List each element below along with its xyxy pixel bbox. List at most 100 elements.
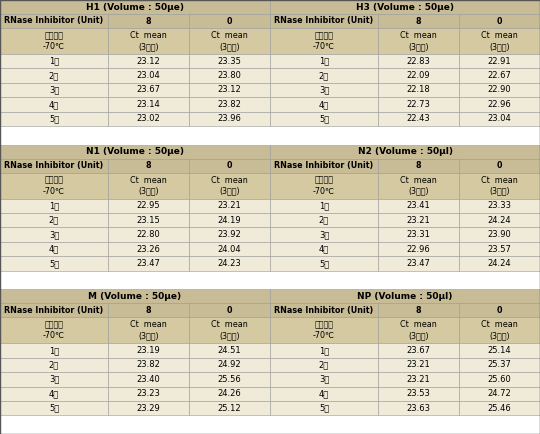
Bar xyxy=(270,83,378,97)
Bar xyxy=(108,303,189,317)
Bar xyxy=(189,358,270,372)
Bar xyxy=(378,97,459,112)
Bar xyxy=(270,387,378,401)
Text: 1회: 1회 xyxy=(49,201,59,210)
Text: 25.46: 25.46 xyxy=(488,404,511,413)
Bar xyxy=(189,14,270,28)
Bar xyxy=(189,242,270,256)
Bar xyxy=(189,83,270,97)
Text: 1회: 1회 xyxy=(49,57,59,66)
Text: 25.60: 25.60 xyxy=(488,375,511,384)
Bar xyxy=(270,0,540,14)
Bar xyxy=(378,303,459,317)
Text: Ct  mean
(3반복): Ct mean (3반복) xyxy=(400,176,437,196)
Text: 8: 8 xyxy=(146,16,151,26)
Text: 23.12: 23.12 xyxy=(137,57,160,66)
Bar xyxy=(0,14,108,28)
Bar xyxy=(378,242,459,256)
Bar xyxy=(0,173,108,199)
Text: 23.47: 23.47 xyxy=(137,259,160,268)
Bar xyxy=(189,256,270,271)
Text: 23.90: 23.90 xyxy=(488,230,511,239)
Text: 22.80: 22.80 xyxy=(137,230,160,239)
Text: Ct  mean
(3반복): Ct mean (3반복) xyxy=(481,320,518,340)
Bar xyxy=(459,83,540,97)
Bar xyxy=(459,69,540,83)
Bar xyxy=(0,28,108,54)
Text: 23.21: 23.21 xyxy=(407,360,430,369)
Bar xyxy=(459,213,540,227)
Text: 0: 0 xyxy=(227,306,232,315)
Text: RNase Inhibitor (Unit): RNase Inhibitor (Unit) xyxy=(4,16,104,26)
Text: 3회: 3회 xyxy=(49,230,59,239)
Bar xyxy=(378,54,459,69)
Bar xyxy=(189,54,270,69)
Bar xyxy=(378,28,459,54)
Text: 5회: 5회 xyxy=(319,404,329,413)
Text: 3회: 3회 xyxy=(49,85,59,95)
Text: 2회: 2회 xyxy=(319,360,329,369)
Bar xyxy=(108,317,189,343)
Bar xyxy=(270,173,378,199)
Bar xyxy=(0,227,108,242)
Text: 23.63: 23.63 xyxy=(407,404,430,413)
Text: Ct  mean
(3반복): Ct mean (3반복) xyxy=(211,320,248,340)
Bar xyxy=(378,343,459,358)
Text: 8: 8 xyxy=(146,161,151,170)
Bar xyxy=(459,173,540,199)
Bar xyxy=(378,83,459,97)
Text: 2회: 2회 xyxy=(319,216,329,225)
Text: 3회: 3회 xyxy=(319,85,329,95)
Bar xyxy=(108,112,189,126)
Bar xyxy=(0,256,108,271)
Text: 5회: 5회 xyxy=(49,259,59,268)
Text: 8: 8 xyxy=(416,16,421,26)
Text: 0: 0 xyxy=(227,161,232,170)
Bar xyxy=(189,28,270,54)
Text: Ct  mean
(3반복): Ct mean (3반복) xyxy=(130,320,167,340)
Text: 보관온도
-70℃: 보관온도 -70℃ xyxy=(43,176,65,196)
Bar xyxy=(189,401,270,415)
Text: 22.96: 22.96 xyxy=(488,100,511,109)
Bar xyxy=(270,401,378,415)
Text: 22.96: 22.96 xyxy=(407,245,430,253)
Text: 23.57: 23.57 xyxy=(488,245,511,253)
Text: H3 (Volume : 50μe): H3 (Volume : 50μe) xyxy=(356,3,454,11)
Text: RNase Inhibitor (Unit): RNase Inhibitor (Unit) xyxy=(274,161,374,170)
Bar xyxy=(189,317,270,343)
Text: Ct  mean
(3반복): Ct mean (3반복) xyxy=(130,176,167,196)
Bar xyxy=(378,173,459,199)
Bar xyxy=(0,112,108,126)
Bar xyxy=(270,199,378,213)
Bar xyxy=(189,97,270,112)
Bar xyxy=(459,372,540,387)
Text: 22.43: 22.43 xyxy=(407,114,430,123)
Text: 25.12: 25.12 xyxy=(218,404,241,413)
Text: 3회: 3회 xyxy=(49,375,59,384)
Text: RNase Inhibitor (Unit): RNase Inhibitor (Unit) xyxy=(4,306,104,315)
Text: 0: 0 xyxy=(497,16,502,26)
Bar xyxy=(459,343,540,358)
Bar xyxy=(189,213,270,227)
Text: 24.72: 24.72 xyxy=(488,389,511,398)
Bar xyxy=(378,256,459,271)
Text: 22.18: 22.18 xyxy=(407,85,430,95)
Text: 22.90: 22.90 xyxy=(488,85,511,95)
Bar xyxy=(378,112,459,126)
Bar xyxy=(189,69,270,83)
Text: 25.37: 25.37 xyxy=(488,360,511,369)
Text: 24.51: 24.51 xyxy=(218,346,241,355)
Bar xyxy=(108,401,189,415)
Text: 보관온도
-70℃: 보관온도 -70℃ xyxy=(313,176,335,196)
Bar xyxy=(0,289,270,303)
Text: Ct  mean
(3반복): Ct mean (3반복) xyxy=(211,31,248,51)
Text: 0: 0 xyxy=(227,16,232,26)
Bar xyxy=(378,401,459,415)
Text: 25.14: 25.14 xyxy=(488,346,511,355)
Bar xyxy=(108,227,189,242)
Text: 24.24: 24.24 xyxy=(488,259,511,268)
Bar xyxy=(108,242,189,256)
Bar xyxy=(108,69,189,83)
Text: 23.67: 23.67 xyxy=(407,346,430,355)
Bar xyxy=(108,83,189,97)
